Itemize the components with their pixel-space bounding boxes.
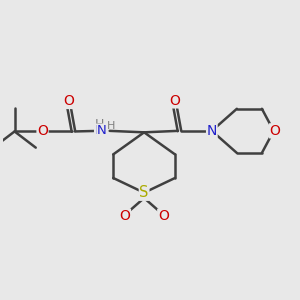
Text: O: O	[64, 94, 74, 108]
Text: N: N	[97, 124, 107, 137]
Text: H: H	[95, 118, 104, 131]
Text: O: O	[169, 94, 181, 108]
Text: O: O	[119, 209, 130, 223]
Text: O: O	[37, 124, 48, 138]
Text: N: N	[94, 124, 104, 137]
Text: N: N	[207, 124, 217, 138]
Text: O: O	[158, 209, 169, 223]
Text: S: S	[140, 185, 149, 200]
Text: O: O	[270, 124, 280, 138]
Text: H: H	[107, 121, 115, 131]
